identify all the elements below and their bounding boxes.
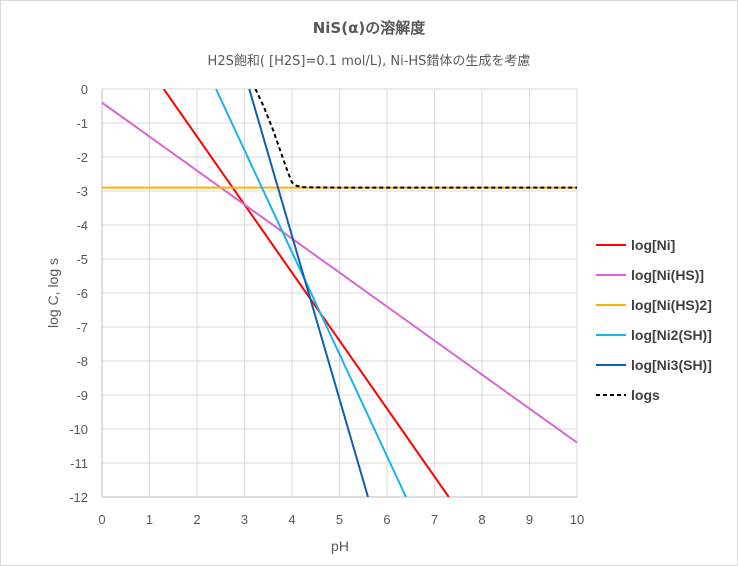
y-tick-label: -2 [76, 150, 88, 165]
x-tick-label: 2 [193, 512, 200, 527]
chart-title: NiS(α)の溶解度 [313, 19, 427, 37]
legend-label: logs [631, 387, 660, 403]
x-tick-label: 8 [478, 512, 485, 527]
y-tick-label: -4 [76, 218, 88, 233]
x-tick-label: 9 [526, 512, 533, 527]
x-tick-label: 5 [336, 512, 343, 527]
x-axis-label: pH [331, 538, 349, 554]
tick-labels: 0 1 2 3 4 5 6 7 8 9 10 0 -1 -2 -3 -4 -5 -6 -7 -8 -9 -10 -11 -12 [69, 82, 584, 527]
series-line [215, 89, 407, 497]
y-tick-label: -12 [69, 490, 88, 505]
series-line [102, 101, 577, 444]
legend-label: log[Ni3(SH)] [631, 357, 712, 373]
legend: log[Ni] log[Ni(HS)] log[Ni(HS)2] log[Ni2(SH… [596, 237, 712, 403]
series-line [248, 89, 369, 497]
x-tick-label: 0 [98, 512, 105, 527]
y-tick-label: -5 [76, 252, 88, 267]
x-tick-label: 1 [146, 512, 153, 527]
y-tick-label: -8 [76, 354, 88, 369]
y-tick-label: -3 [76, 184, 88, 199]
y-tick-label: -1 [76, 116, 88, 131]
y-tick-label: -9 [76, 388, 88, 403]
y-tick-label: -7 [76, 320, 88, 335]
legend-label: log[Ni(HS)] [631, 267, 704, 283]
axes [101, 89, 577, 498]
x-tick-label: 10 [570, 512, 584, 527]
grid [101, 88, 578, 498]
y-tick-label: -6 [76, 286, 88, 301]
y-tick-label: -10 [69, 422, 88, 437]
x-tick-label: 3 [241, 512, 248, 527]
y-tick-label: 0 [81, 82, 88, 97]
chart-subtitle: H2S飽和( [H2S]=0.1 mol/L), Ni-HS錯体の生成を考慮 [208, 54, 531, 69]
x-tick-label: 6 [383, 512, 390, 527]
series-line [162, 89, 450, 497]
x-tick-label: 7 [431, 512, 438, 527]
legend-label: log[Ni(HS)2] [631, 297, 712, 313]
x-tick-label: 4 [288, 512, 295, 527]
series-line [254, 89, 577, 189]
y-tick-label: -11 [70, 456, 88, 471]
series-lines [102, 89, 577, 497]
y-axis-label: log C, log s [45, 258, 61, 328]
legend-label: log[Ni2(SH)] [631, 327, 712, 343]
legend-label: log[Ni] [631, 237, 675, 253]
